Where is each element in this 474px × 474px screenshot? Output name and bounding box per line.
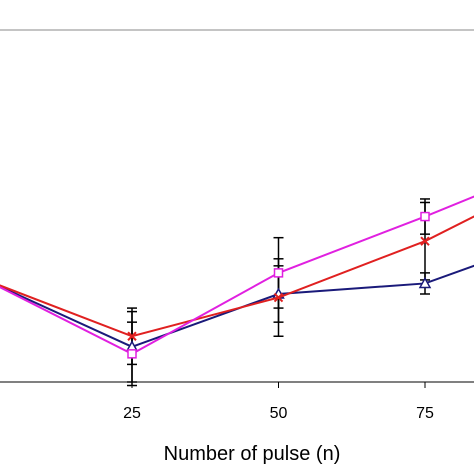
series-layer [0,195,474,387]
data-point-square [273,268,284,278]
data-point-x [420,236,430,246]
data-point-x [273,292,284,303]
x-tick-label: 50 [270,405,288,422]
series-line [0,264,474,348]
data-point-square [127,349,137,359]
x-tick-label: 75 [416,405,434,422]
data-point-square [420,211,430,222]
x-ticks: 25 50 75 [123,382,434,422]
series-line [0,215,474,338]
x-tick-label: 25 [123,405,141,422]
series-line [0,195,474,355]
data-point-triangle [418,276,432,289]
x-axis-title: Number of pulse (n) [164,443,341,465]
data-point-x [127,331,137,341]
